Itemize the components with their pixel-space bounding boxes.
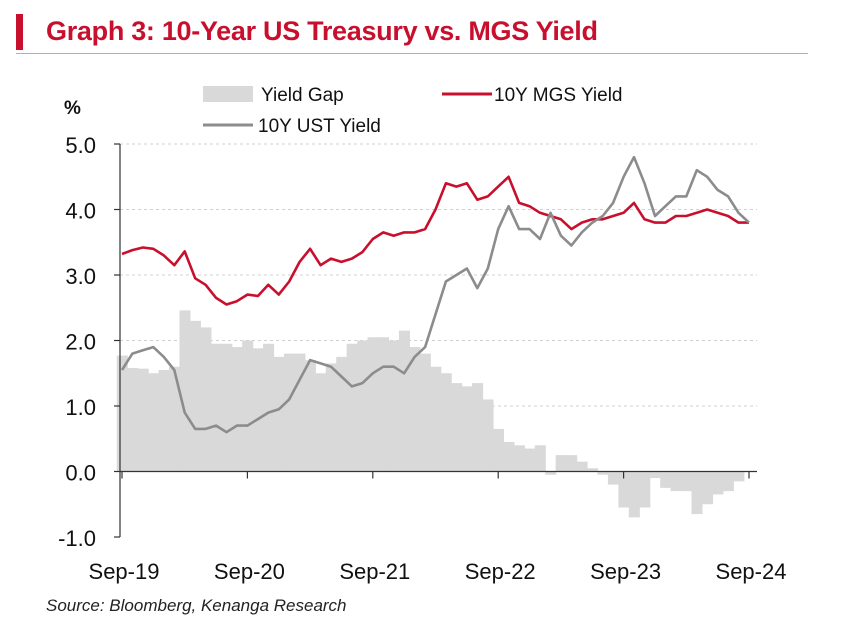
yield-gap-bar	[597, 471, 609, 475]
y-tick-label: 5.0	[65, 133, 96, 158]
ust-yield-line	[120, 155, 750, 434]
yield-gap-bar	[398, 330, 410, 472]
yield-gap-bar	[628, 471, 640, 518]
yield-gap-bar	[336, 356, 348, 472]
x-tick-label: Sep-23	[590, 559, 661, 584]
yield-gap-bar	[566, 455, 578, 472]
yield-gap-bar	[492, 428, 505, 472]
yield-gap-bar	[263, 343, 275, 472]
yield-gap-bar	[503, 442, 515, 472]
yield-gap-bar	[670, 471, 682, 492]
yield-gap-bar	[607, 471, 619, 485]
yield-gap-bar	[618, 471, 630, 508]
legend-label-ust: 10Y UST Yield	[258, 116, 381, 137]
yield-gap-bar	[315, 373, 327, 472]
yield-gap-bar	[158, 369, 170, 472]
yield-gap-bar	[430, 366, 442, 472]
yield-gap-bar	[482, 399, 494, 472]
yield-gap-bar	[137, 368, 149, 472]
yield-gap-bar	[273, 356, 285, 472]
yield-gap-bar	[325, 363, 337, 472]
yield-gap-bar	[587, 468, 599, 472]
yield-gap-bar	[461, 386, 473, 472]
yield-gap-bar	[127, 368, 139, 472]
chart-title: Graph 3: 10-Year US Treasury vs. MGS Yie…	[46, 16, 598, 46]
title-divider	[16, 53, 808, 54]
yield-gap-bar	[283, 353, 296, 472]
legend-label-yield-gap: Yield Gap	[261, 85, 344, 106]
yield-gap-bar	[148, 373, 160, 472]
yield-gap-bar	[513, 445, 525, 472]
yield-gap-bar	[524, 448, 536, 472]
yield-gap-bar	[534, 445, 546, 472]
source-note: Source: Bloomberg, Kenanga Research	[46, 596, 347, 615]
yield-gap-bar	[419, 353, 431, 472]
yield-gap-bar	[200, 327, 212, 472]
y-tick-label: 2.0	[65, 330, 96, 355]
yield-gap-bar	[440, 373, 452, 472]
yield-gap-bar	[409, 347, 421, 472]
yield-gap-bar	[221, 343, 233, 472]
mgs-yield-line	[121, 175, 749, 306]
yield-gap-bar	[189, 320, 201, 472]
y-tick-label: 0.0	[65, 461, 96, 486]
yield-gap-bar	[116, 355, 128, 472]
y-tick-label: 4.0	[65, 199, 96, 224]
yield-gap-bar	[681, 471, 693, 492]
yield-gap-bar	[639, 471, 651, 508]
yield-gap-bar	[712, 471, 724, 495]
yield-gap-bar	[660, 471, 672, 488]
y-tick-label: 3.0	[65, 264, 96, 289]
y-tick-label: 1.0	[65, 395, 96, 420]
header: Graph 3: 10-Year US Treasury vs. MGS Yie…	[16, 10, 808, 54]
yield-gap-bar	[252, 348, 264, 472]
x-tick-label: Sep-21	[339, 559, 410, 584]
yield-gap-bar	[378, 337, 390, 472]
x-tick-label: Sep-19	[89, 559, 160, 584]
yield-gap-bar	[242, 340, 254, 472]
legend-swatch-yield-gap	[203, 86, 253, 102]
yield-gap-bar	[576, 461, 588, 472]
yield-gap-bar	[304, 360, 316, 472]
y-axis-unit: %	[64, 98, 81, 119]
x-tick-label: Sep-24	[716, 559, 787, 584]
yield-gap-bar	[451, 383, 463, 472]
yield-gap-bar	[169, 366, 181, 472]
y-tick-label: -1.0	[58, 526, 96, 551]
yield-gap-bar	[701, 471, 714, 505]
yield-gap-bar	[294, 353, 306, 472]
yield-gap-bar	[649, 471, 661, 479]
yield-gap-bar	[691, 471, 703, 515]
yield-gap-bar	[388, 340, 400, 472]
yield-gap-bar	[722, 471, 734, 492]
yield-gap-bar	[733, 471, 745, 482]
yield-gap-bar	[555, 455, 567, 472]
x-tick-label: Sep-20	[214, 559, 285, 584]
yield-gap-bar	[179, 310, 191, 472]
legend-label-mgs: 10Y MGS Yield	[494, 85, 623, 106]
title-accent-bar	[16, 14, 23, 50]
yield-gap-bar	[472, 383, 484, 472]
yield-gap-bar	[357, 340, 369, 472]
yield-gap-bar	[210, 343, 222, 472]
yield-gap-bar	[545, 471, 557, 475]
yield-gap-bar	[367, 337, 379, 472]
yield-gap-bar	[346, 343, 358, 472]
x-tick-label: Sep-22	[465, 559, 536, 584]
yield-gap-bar	[231, 347, 243, 472]
